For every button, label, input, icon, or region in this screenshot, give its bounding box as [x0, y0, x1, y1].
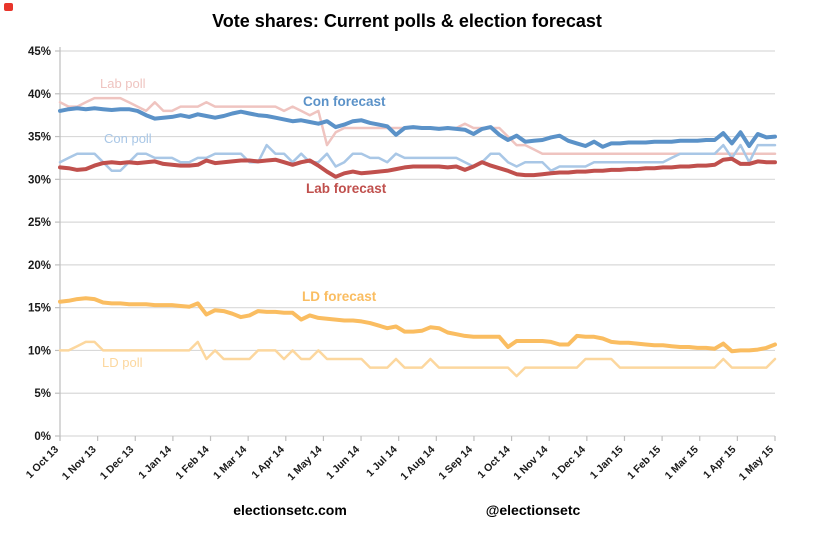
x-tick-label: 1 Apr 14 [249, 444, 287, 482]
y-tick-label: 25% [28, 217, 51, 229]
y-tick-label: 15% [28, 303, 51, 315]
x-tick-label: 1 Jan 15 [588, 444, 626, 482]
x-tick-label: 1 Jun 14 [324, 444, 362, 482]
series-line-ld-forecast [58, 296, 777, 354]
footer-website: electionsetc.com [233, 502, 347, 518]
series-label-con-forecast: Con forecast [303, 94, 386, 109]
x-tick-label: 1 May 15 [737, 444, 777, 484]
x-tick-label: 1 Oct 13 [24, 444, 61, 481]
series-label-lab-forecast: Lab forecast [306, 181, 387, 196]
x-tick-label: 1 Sep 14 [436, 444, 475, 483]
x-tick-label: 1 Aug 14 [398, 444, 437, 483]
y-tick-label: 10% [28, 345, 51, 357]
series-line-ld-poll [58, 340, 777, 378]
x-tick-label: 1 Dec 13 [98, 444, 137, 483]
x-tick-label: 1 Dec 14 [549, 444, 588, 483]
y-tick-label: 45% [28, 46, 51, 58]
chart-title: Vote shares: Current polls & election fo… [212, 11, 602, 31]
series-line-con-forecast [58, 106, 777, 149]
x-tick-label: 1 Oct 14 [475, 444, 512, 481]
x-tick-label: 1 Jan 14 [136, 444, 174, 482]
series-label-ld-forecast: LD forecast [302, 289, 377, 304]
x-tick-label: 1 Mar 14 [211, 444, 249, 482]
footer-twitter: @electionsetc [485, 502, 581, 518]
x-tick-label: 1 May 14 [285, 444, 325, 484]
x-tick-label: 1 Feb 15 [625, 444, 663, 482]
series-label-ld-poll: LD poll [102, 355, 143, 370]
y-tick-label: 5% [34, 388, 51, 400]
x-tick-label: 1 Jul 14 [364, 444, 400, 480]
x-tick-label: 1 Nov 13 [60, 444, 99, 483]
series-label-con-poll: Con poll [104, 131, 152, 146]
series-line-lab-forecast [58, 156, 777, 179]
y-tick-label: 0% [34, 431, 51, 443]
x-tick-label: 1 Apr 15 [701, 444, 739, 482]
series-label-lab-poll: Lab poll [100, 76, 146, 91]
y-tick-label: 30% [28, 174, 51, 186]
recording-dot [4, 3, 13, 11]
series-line-con-poll [58, 143, 777, 173]
x-tick-label: 1 Feb 14 [173, 444, 211, 482]
x-tick-label: 1 Nov 14 [511, 444, 550, 483]
y-tick-label: 20% [28, 260, 51, 272]
y-tick-label: 35% [28, 132, 51, 144]
y-tick-label: 40% [28, 89, 51, 101]
x-tick-label: 1 Mar 15 [663, 444, 701, 482]
